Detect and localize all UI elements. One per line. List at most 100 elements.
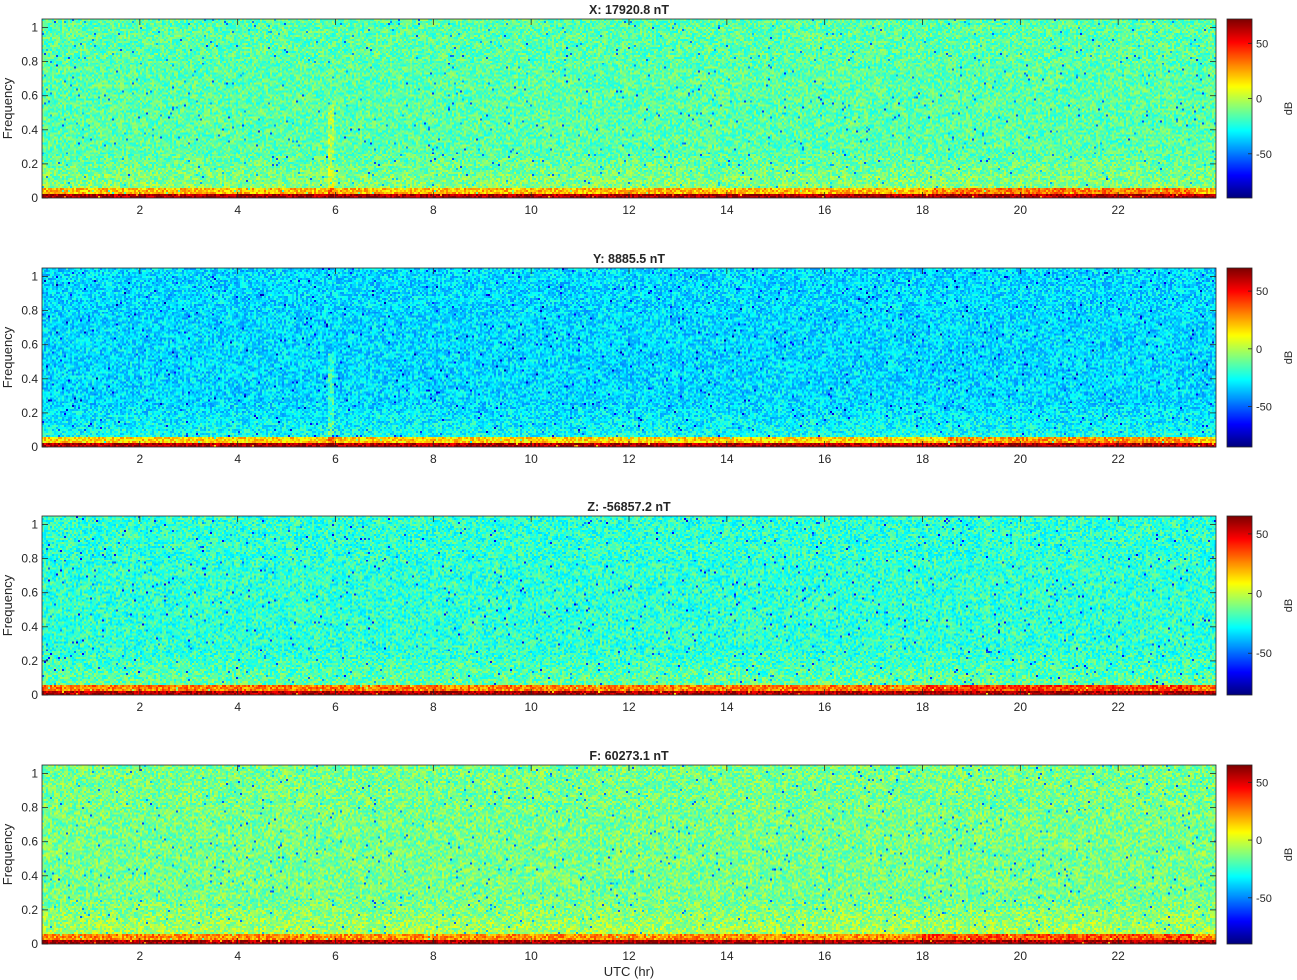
x-tick-label: 16 [818, 452, 832, 466]
x-tick-label: 4 [234, 452, 241, 466]
x-tick-label: 8 [430, 203, 437, 217]
y-tick-label: 0.2 [21, 157, 38, 171]
y-tick-label: 1 [31, 767, 38, 781]
x-tick-label: 16 [818, 949, 832, 963]
y-tick-label: 0.6 [21, 89, 38, 103]
y-axis-label: Frequency [0, 574, 15, 636]
x-tick-label: 8 [430, 949, 437, 963]
panel-3: Z: -56857.2 nT2 4 6 8 10 12 14 16 18 20 2200.20.40… [0, 500, 1295, 714]
y-tick-label: 0 [31, 440, 38, 454]
x-tick-label: 12 [622, 452, 636, 466]
colorbar-tick-label: 0 [1256, 344, 1262, 356]
panel-2: Y: 8885.5 nT2 4 6 8 10 12 14 16 18 20 2200.20.40.6… [0, 252, 1295, 466]
x-tick-label: 20 [1014, 452, 1028, 466]
colorbar-tick-label: 50 [1256, 38, 1268, 50]
y-tick-label: 0.2 [21, 903, 38, 917]
colorbar-label: dB [1283, 848, 1295, 861]
x-tick-label: 6 [332, 700, 339, 714]
colorbar-tick-label: 50 [1256, 286, 1268, 298]
x-tick-label: 6 [332, 203, 339, 217]
y-axis-label: Frequency [0, 77, 15, 139]
x-tick-label: 2 [136, 452, 143, 466]
chart-title: F: 60273.1 nT [589, 749, 669, 763]
y-tick-label: 0.6 [21, 338, 38, 352]
x-tick-label: 18 [916, 949, 930, 963]
chart-title: Y: 8885.5 nT [593, 252, 665, 266]
colorbar-frame [1226, 18, 1253, 199]
colorbar-tick-label: -50 [1256, 402, 1272, 414]
y-tick-label: 1 [31, 518, 38, 532]
colorbar-tick-label: -50 [1256, 648, 1272, 660]
colorbar-frame [1226, 267, 1253, 448]
y-tick-label: 0 [31, 191, 38, 205]
y-tick-label: 0.8 [21, 552, 38, 566]
y-tick-label: 1 [31, 21, 38, 35]
x-tick-label: 16 [818, 203, 832, 217]
y-tick-label: 0.6 [21, 586, 38, 600]
panel-1: X: 17920.8 nT2 4 6 8 10 12 14 16 18 20 2200.20.40.… [0, 3, 1295, 217]
colorbar-tick-label: 50 [1256, 777, 1268, 789]
x-tick-label: 18 [916, 700, 930, 714]
colorbar-label: dB [1283, 351, 1295, 364]
colorbar-label: dB [1283, 102, 1295, 115]
x-axis-label: UTC (hr) [604, 964, 655, 979]
x-tick-label: 22 [1111, 452, 1125, 466]
x-tick-label: 14 [720, 700, 734, 714]
x-tick-label: 18 [916, 203, 930, 217]
y-tick-label: 0 [31, 937, 38, 951]
colorbar-frame [1226, 764, 1253, 945]
spectrogram-heatmap [42, 765, 1216, 944]
colorbar [1227, 516, 1252, 695]
x-tick-label: 22 [1111, 203, 1125, 217]
colorbar-frame [1226, 515, 1253, 696]
colorbar-tick-label: -50 [1256, 149, 1272, 161]
colorbar [1227, 268, 1252, 447]
chart-title: X: 17920.8 nT [589, 3, 669, 17]
colorbar-tick-label: 0 [1256, 835, 1262, 847]
y-tick-label: 0.4 [21, 620, 38, 634]
x-tick-label: 4 [234, 949, 241, 963]
y-tick-label: 0 [31, 688, 38, 702]
x-tick-label: 2 [136, 203, 143, 217]
x-tick-label: 14 [720, 452, 734, 466]
colorbar-tick-label: -50 [1256, 893, 1272, 905]
x-tick-label: 12 [622, 949, 636, 963]
y-tick-label: 0.4 [21, 869, 38, 883]
colorbar-tick-label: 0 [1256, 589, 1262, 601]
y-tick-label: 0.4 [21, 123, 38, 137]
x-tick-label: 2 [136, 949, 143, 963]
x-tick-label: 4 [234, 203, 241, 217]
spectrogram-heatmap [42, 516, 1216, 695]
x-tick-label: 18 [916, 452, 930, 466]
y-tick-label: 0.4 [21, 372, 38, 386]
colorbar-tick-label: 50 [1256, 529, 1268, 541]
x-tick-label: 6 [332, 452, 339, 466]
panel-4: F: 60273.1 nT2 4 6 8 10 12 14 16 18 20 2200.20.40.… [0, 749, 1295, 979]
colorbar-tick-label: 0 [1256, 94, 1262, 106]
colorbar-label: dB [1283, 599, 1295, 612]
x-tick-label: 6 [332, 949, 339, 963]
y-tick-label: 0.6 [21, 835, 38, 849]
x-tick-label: 10 [524, 203, 538, 217]
colorbar [1227, 19, 1252, 198]
x-tick-label: 10 [524, 700, 538, 714]
x-tick-label: 10 [524, 949, 538, 963]
x-tick-label: 20 [1014, 949, 1028, 963]
x-tick-label: 8 [430, 700, 437, 714]
x-tick-label: 16 [818, 700, 832, 714]
x-tick-label: 22 [1111, 700, 1125, 714]
x-tick-label: 12 [622, 203, 636, 217]
spectrogram-heatmap [42, 19, 1216, 198]
x-tick-label: 4 [234, 700, 241, 714]
y-axis-label: Frequency [0, 823, 15, 885]
y-tick-label: 0.8 [21, 55, 38, 69]
y-tick-label: 0.8 [21, 801, 38, 815]
y-tick-label: 0.2 [21, 654, 38, 668]
y-tick-label: 1 [31, 270, 38, 284]
y-axis-label: Frequency [0, 326, 15, 388]
x-tick-label: 14 [720, 949, 734, 963]
x-tick-label: 2 [136, 700, 143, 714]
y-tick-label: 0.8 [21, 304, 38, 318]
x-tick-label: 20 [1014, 700, 1028, 714]
